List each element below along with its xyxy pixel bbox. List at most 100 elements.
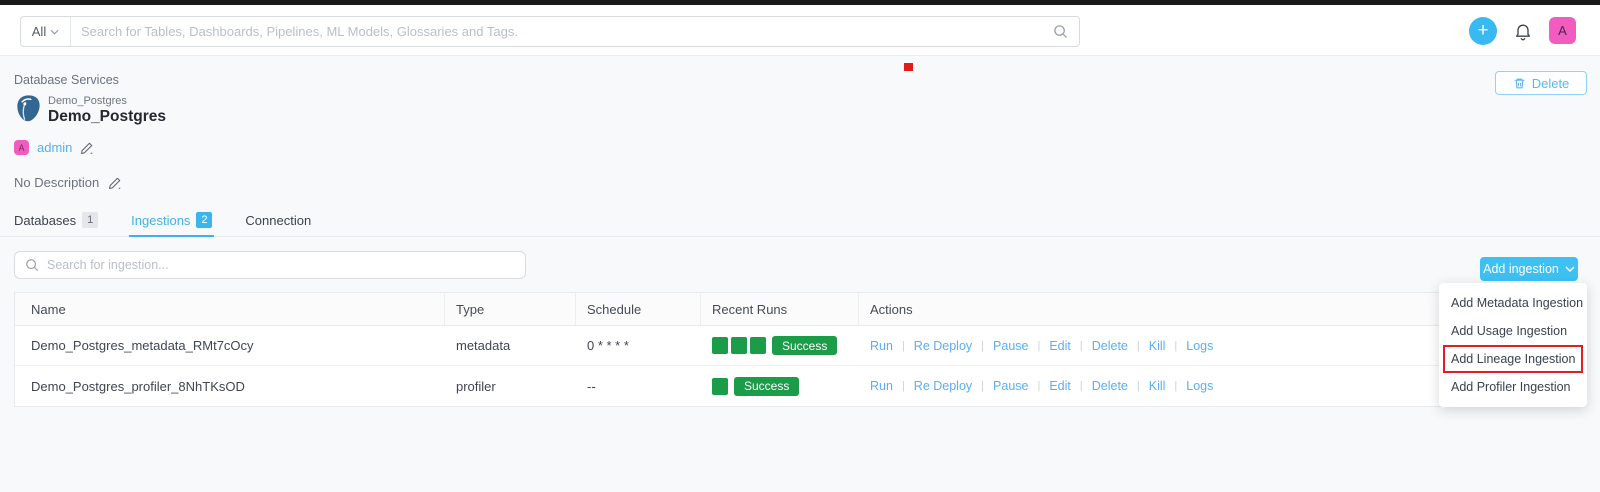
tab-count-badge: 2 (196, 212, 213, 228)
status-badge[interactable]: Success (734, 376, 800, 396)
action-run[interactable]: Run (870, 379, 893, 393)
action-delete[interactable]: Delete (1091, 379, 1128, 393)
action-run[interactable]: Run (870, 338, 893, 353)
annotation-red-dot (904, 63, 913, 71)
description-row: No Description (14, 175, 122, 190)
column-header-name: Name (15, 293, 445, 325)
breadcrumb[interactable]: Database Services (14, 73, 119, 87)
add-button[interactable]: + (1469, 16, 1497, 45)
menu-item-add-profiler-ingestion[interactable]: Add Profiler Ingestion (1451, 380, 1571, 394)
recent-runs-cell: Success (701, 336, 859, 355)
edit-description-icon[interactable] (108, 176, 122, 190)
menu-item-add-lineage-ingestion[interactable]: Add Lineage Ingestion (1443, 345, 1583, 373)
column-header-schedule: Schedule (576, 293, 701, 325)
description-text: No Description (14, 175, 100, 190)
menu-item-add-usage-ingestion[interactable]: Add Usage Ingestion (1451, 324, 1568, 338)
actions-cell: Run | Re Deploy | Pause | Edit | Delete | Kill | Log… (859, 339, 1585, 353)
tab-ingestions[interactable]: Ingestions 2 (129, 204, 215, 237)
action-separator: | (981, 380, 985, 392)
action-edit[interactable]: Edit (1049, 379, 1071, 393)
action-delete[interactable]: Delete (1091, 338, 1128, 353)
ingestion-type: profiler (456, 378, 496, 394)
notifications-bell-icon[interactable] (1513, 21, 1533, 41)
owner-row: A admin (14, 140, 94, 155)
run-squares (712, 377, 728, 395)
ingestion-schedule: 0 * * * * (587, 338, 629, 353)
tab-label: Ingestions (131, 212, 191, 228)
header-icons: + A (1469, 5, 1576, 56)
ingestion-schedule: -- (587, 378, 596, 394)
add-ingestion-label: Add ingestion (1483, 262, 1559, 276)
search-scope-label: All (31, 24, 47, 39)
menu-item-add-metadata-ingestion[interactable]: Add Metadata Ingestion (1451, 296, 1584, 310)
trash-icon (1514, 78, 1525, 88)
run-squares (712, 337, 766, 354)
tab-label: Connection (245, 212, 312, 228)
recent-runs-cell: Success (701, 376, 859, 396)
ingestion-search-bar[interactable] (14, 251, 526, 279)
postgres-logo-icon (17, 95, 40, 122)
run-status-square[interactable] (750, 337, 766, 354)
actions-cell: Run | Re Deploy | Pause | Edit | Delete | Kill | Log… (859, 379, 1585, 393)
action-separator: | (1174, 339, 1178, 352)
action-pause[interactable]: Pause (993, 338, 1029, 353)
table-row: Demo_Postgres_metadata_RMt7cOcy metadata… (15, 326, 1585, 366)
action-separator: | (1037, 380, 1041, 392)
tab-connection[interactable]: Connection (245, 204, 311, 236)
ingestion-name: Demo_Postgres_metadata_RMt7cOcy (31, 338, 254, 353)
global-search-bar[interactable]: All (20, 16, 1080, 47)
tab-label: Databases (14, 212, 77, 228)
recent-runs: Success (712, 376, 859, 396)
tab-bar: Databases 1 Ingestions 2 Connection (0, 204, 1600, 237)
ingestion-name: Demo_Postgres_profiler_8NhTKsOD (31, 378, 245, 394)
status-badge[interactable]: Success (772, 336, 838, 355)
search-icon (1054, 25, 1068, 39)
column-header-type: Type (445, 293, 576, 325)
action-separator: | (1079, 339, 1083, 352)
action-pause[interactable]: Pause (993, 379, 1029, 393)
action-separator: | (901, 339, 905, 352)
row-actions: Run | Re Deploy | Pause | Edit | Delete | Kill | Log… (870, 379, 1585, 393)
edit-owner-icon[interactable] (80, 141, 94, 155)
action-separator: | (901, 380, 905, 392)
tab-databases[interactable]: Databases 1 (14, 204, 99, 236)
action-separator: | (1037, 339, 1041, 352)
action-re-deploy[interactable]: Re Deploy (913, 379, 973, 393)
add-ingestion-menu: Add Metadata Ingestion Add Usage Ingesti… (1439, 283, 1587, 407)
top-strip (0, 0, 1600, 5)
ingestion-search-input[interactable] (47, 258, 515, 272)
run-status-square[interactable] (712, 377, 728, 395)
ingestions-table: Name Type Schedule Recent Runs Actions D… (14, 292, 1586, 407)
action-separator: | (1174, 380, 1178, 392)
column-header-recent-runs: Recent Runs (701, 293, 859, 325)
action-edit[interactable]: Edit (1049, 338, 1071, 353)
table-header-row: Name Type Schedule Recent Runs Actions (15, 293, 1585, 326)
user-avatar[interactable]: A (1549, 17, 1576, 44)
ingestion-type: metadata (456, 338, 511, 353)
chevron-down-icon (50, 29, 59, 35)
action-separator: | (981, 339, 985, 352)
action-separator: | (1136, 339, 1140, 352)
action-separator: | (1079, 380, 1083, 392)
delete-service-button[interactable]: Delete (1495, 71, 1587, 95)
chevron-down-icon (1565, 266, 1575, 272)
run-status-square[interactable] (731, 337, 747, 354)
table-row: Demo_Postgres_profiler_8NhTKsOD profiler… (15, 366, 1585, 406)
action-kill[interactable]: Kill (1148, 379, 1166, 393)
action-logs[interactable]: Logs (1186, 379, 1214, 393)
app-header: All + A (0, 5, 1600, 56)
action-separator: | (1136, 380, 1140, 392)
service-type-label: Demo_Postgres (48, 95, 127, 107)
owner-link[interactable]: admin (37, 140, 73, 155)
page-title: Demo_Postgres (48, 108, 167, 125)
action-logs[interactable]: Logs (1186, 338, 1214, 353)
search-scope-dropdown[interactable]: All (21, 17, 71, 46)
recent-runs: Success (712, 336, 859, 355)
delete-button-label: Delete (1531, 75, 1570, 91)
run-status-square[interactable] (712, 337, 728, 354)
search-icon (26, 259, 39, 272)
add-ingestion-button[interactable]: Add ingestion (1480, 257, 1578, 281)
global-search-input[interactable] (71, 24, 1053, 39)
action-re-deploy[interactable]: Re Deploy (913, 338, 973, 353)
action-kill[interactable]: Kill (1148, 338, 1166, 353)
